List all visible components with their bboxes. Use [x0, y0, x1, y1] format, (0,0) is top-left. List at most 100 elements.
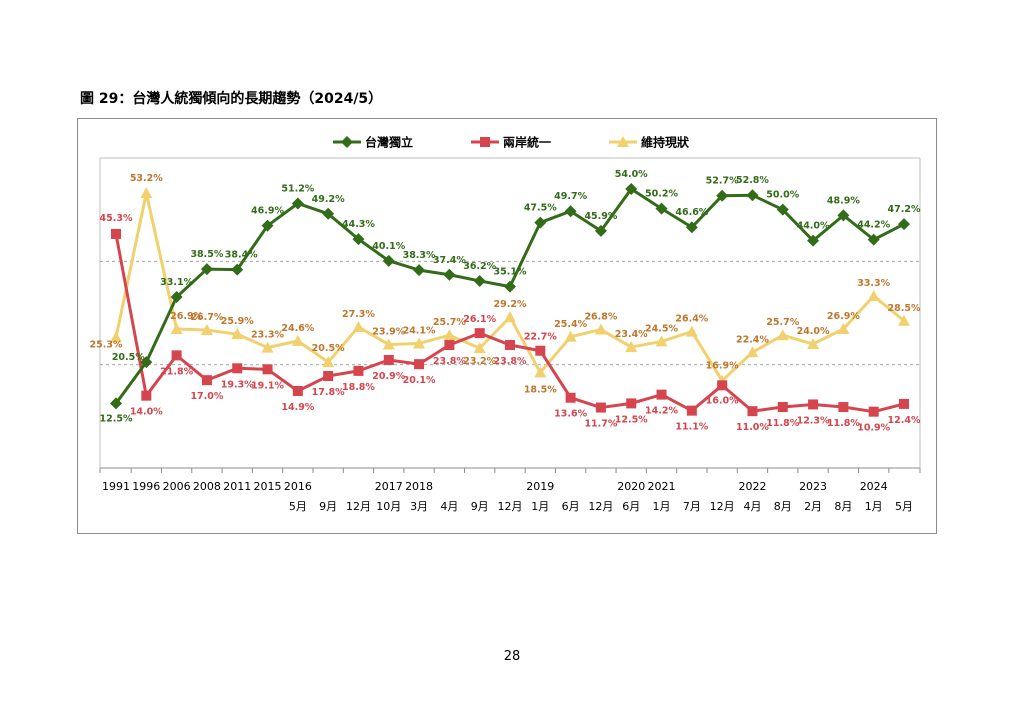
series-1-point — [838, 402, 849, 413]
series-1-point — [626, 398, 637, 409]
series-0-point — [504, 280, 516, 293]
series-0-point — [837, 209, 850, 222]
x-month-label: 2月 — [804, 500, 822, 513]
data-label-series-2: 29.2% — [494, 299, 527, 310]
data-label-series-0: 12.5% — [100, 413, 133, 424]
x-month-label: 12月 — [710, 500, 735, 513]
series-0-point — [140, 356, 153, 369]
x-year-label: 2015 — [254, 480, 282, 493]
data-label-series-1: 11.1% — [675, 422, 708, 433]
data-label-series-1: 12.4% — [888, 415, 921, 426]
series-2-point — [776, 329, 789, 341]
series-0-point — [291, 197, 304, 210]
data-label-series-2: 22.4% — [736, 334, 769, 345]
data-label-series-2: 27.3% — [342, 309, 375, 320]
series-0-point — [716, 189, 729, 202]
x-month-label: 8月 — [834, 500, 852, 513]
data-label-series-2: 23.4% — [615, 329, 648, 340]
data-label-series-0: 52.7% — [706, 176, 739, 187]
data-label-series-2: 25.7% — [766, 317, 799, 328]
data-label-series-1: 17.0% — [190, 391, 223, 402]
series-1-point — [353, 365, 364, 376]
x-year-label: 2019 — [526, 480, 554, 493]
x-year-label: 2022 — [738, 480, 766, 493]
x-month-label: 10月 — [376, 500, 401, 513]
data-label-series-1: 12.5% — [615, 414, 648, 425]
series-2-point — [261, 341, 274, 353]
data-label-series-0: 51.2% — [281, 183, 314, 194]
x-month-label: 1月 — [531, 500, 549, 513]
data-label-series-1: 14.9% — [281, 402, 314, 413]
series-0-point — [625, 183, 638, 195]
data-label-series-2: 25.4% — [554, 319, 587, 330]
data-label-series-2: 18.5% — [524, 384, 557, 395]
x-month-label: 12月 — [588, 500, 613, 513]
data-label-series-0: 36.2% — [463, 261, 496, 272]
series-0-point — [261, 219, 274, 232]
data-label-series-1: 19.1% — [251, 380, 284, 391]
data-label-series-1: 19.3% — [221, 379, 254, 390]
data-label-series-0: 38.4% — [225, 250, 258, 261]
data-label-series-0: 44.0% — [797, 221, 830, 232]
data-label-series-1: 45.3% — [100, 213, 133, 224]
series-1-point — [808, 399, 819, 410]
legend-label: 兩岸統一 — [503, 135, 551, 150]
x-month-label: 6月 — [622, 500, 640, 513]
data-label-series-2: 25.9% — [221, 316, 254, 327]
data-label-series-0: 49.2% — [312, 194, 345, 205]
x-month-label: 1月 — [865, 500, 883, 513]
x-year-label: 1996 — [132, 480, 160, 493]
series-2-point — [867, 289, 880, 301]
series-2-point — [231, 328, 244, 340]
data-label-series-0: 50.0% — [766, 190, 799, 201]
series-0-point — [322, 207, 335, 220]
series-2-point — [110, 331, 122, 343]
series-1-point — [141, 390, 152, 401]
series-1-point — [383, 355, 394, 366]
series-2-point — [746, 346, 759, 358]
data-label-series-1: 18.8% — [342, 382, 375, 393]
series-0-point — [534, 216, 547, 229]
legend: 台灣獨立 兩岸統一 維持現狀 — [333, 135, 690, 150]
series-1-point — [171, 350, 182, 361]
data-label-series-1: 16.0% — [706, 395, 739, 406]
legend-label: 維持現狀 — [641, 135, 690, 150]
series-0-point — [867, 233, 880, 246]
series-1-point — [505, 340, 515, 351]
x-month-label: 5月 — [289, 500, 307, 513]
series-0-point — [443, 268, 456, 281]
series-2-point — [625, 341, 638, 353]
series-1-point — [656, 389, 667, 400]
series-2-point — [504, 311, 516, 323]
data-label-series-1: 21.8% — [160, 366, 193, 377]
series-1-point — [232, 363, 243, 374]
data-label-series-1: 20.1% — [403, 375, 436, 386]
series-0-point — [807, 234, 820, 247]
x-year-label: 2021 — [648, 480, 676, 493]
x-year-label: 2018 — [405, 480, 433, 493]
x-month-label: 12月 — [346, 500, 371, 513]
data-label-series-0: 35.1% — [494, 267, 527, 278]
page-number: 28 — [503, 649, 521, 664]
data-label-series-2: 20.5% — [312, 343, 345, 354]
x-year-label: 2024 — [860, 480, 888, 493]
data-label-series-1: 11.8% — [827, 418, 860, 429]
data-label-series-1: 11.7% — [584, 419, 617, 430]
data-label-series-1: 10.9% — [857, 423, 890, 434]
legend-marker — [341, 136, 353, 148]
data-label-series-1: 17.8% — [312, 387, 345, 398]
x-month-label: 8月 — [774, 500, 792, 513]
series-1-point — [414, 359, 425, 370]
data-label-series-1: 14.0% — [130, 407, 163, 418]
x-year-label: 2017 — [375, 480, 403, 493]
x-month-label: 3月 — [410, 500, 428, 513]
series-0-point — [110, 397, 122, 410]
data-label-series-0: 45.9% — [584, 211, 617, 222]
x-year-label: 2006 — [163, 480, 191, 493]
data-label-series-2: 26.4% — [675, 314, 708, 325]
series-2-point — [564, 330, 577, 342]
legend-label: 台灣獨立 — [365, 135, 413, 150]
data-label-series-1: 11.8% — [766, 418, 799, 429]
series-1-point — [777, 402, 788, 413]
data-label-series-0: 40.1% — [372, 241, 405, 252]
